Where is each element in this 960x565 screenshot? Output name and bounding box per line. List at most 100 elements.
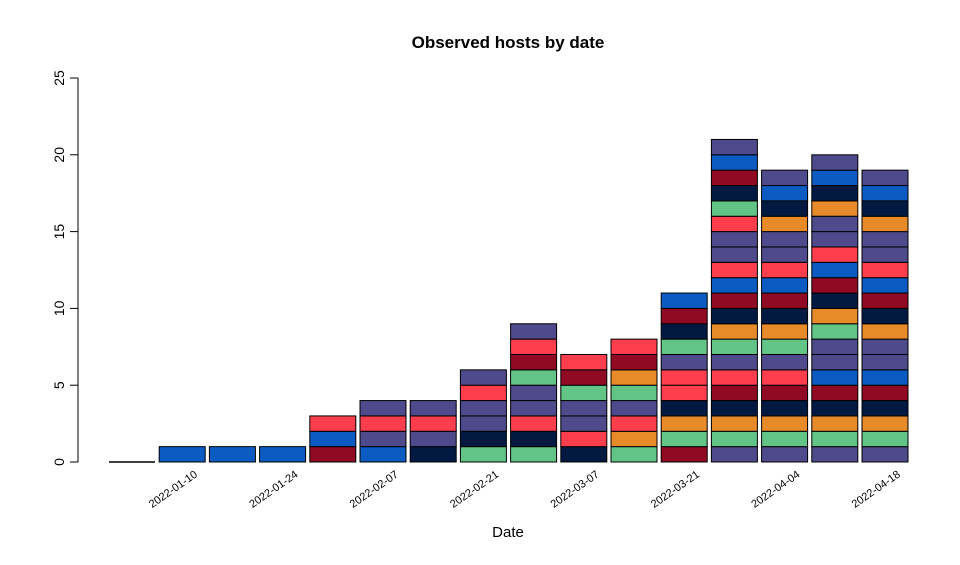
bar [560, 353, 608, 463]
bar-segment [710, 277, 758, 294]
bar-segment [761, 353, 809, 371]
bar-segment [710, 200, 758, 217]
bar-segment [510, 338, 558, 355]
bar-segment [660, 430, 708, 448]
bar-segment [560, 353, 608, 371]
bar-segment [710, 323, 758, 340]
bar-segment [409, 430, 457, 448]
bar-segment [710, 353, 758, 371]
bar-segment [761, 246, 809, 263]
bar-segment [158, 446, 206, 463]
bar-segment [610, 353, 658, 371]
bar-segment [510, 323, 558, 340]
bar-segment [761, 185, 809, 202]
bar-segment [861, 215, 909, 233]
bar-segment [710, 446, 758, 463]
bar-segment [510, 400, 558, 417]
bar-segment [660, 307, 708, 325]
bar-segment [359, 415, 407, 432]
bar-segment [710, 400, 758, 417]
bar-segment [560, 369, 608, 386]
bar-segment [459, 400, 507, 417]
bar-segment [359, 430, 407, 448]
bar-segment [861, 185, 909, 202]
bar [761, 169, 809, 463]
bar-segment [660, 323, 708, 340]
x-tick-label: 2022-04-18 [850, 469, 903, 511]
bar-segment [861, 384, 909, 402]
chart-title: Observed hosts by date [412, 33, 605, 52]
bars [109, 138, 909, 463]
bar-segment [861, 169, 909, 187]
bar-segment [811, 400, 859, 417]
bar-segment [710, 415, 758, 432]
bar-segment [811, 323, 859, 340]
bar-segment [761, 400, 809, 417]
bar-segment [710, 292, 758, 309]
bar-segment [811, 215, 859, 233]
bar-segment [861, 369, 909, 386]
bar-segment [309, 430, 357, 448]
bar-segment [660, 292, 708, 309]
bar-segment [660, 338, 708, 355]
y-tick-label: 25 [51, 70, 67, 86]
bar [409, 400, 457, 463]
bar-segment [510, 430, 558, 448]
bar-segment [710, 231, 758, 248]
bar [208, 446, 256, 463]
bar-segment [208, 446, 256, 463]
bar-segment [761, 200, 809, 217]
bar-segment [761, 415, 809, 432]
bar-segment [459, 430, 507, 448]
x-axis-ticks: 2022-01-10 2022-01-24 2022-02-07 2022-02-21… [147, 469, 903, 511]
x-tick-label: 2022-01-10 [147, 469, 200, 511]
bar-segment [811, 200, 859, 217]
bar-segment [811, 246, 859, 263]
bar [861, 169, 909, 463]
bar [359, 400, 407, 463]
bar-segment [309, 446, 357, 463]
bar-segment [861, 446, 909, 463]
bar-segment [610, 430, 658, 448]
bar-segment [660, 384, 708, 402]
bar-segment [459, 446, 507, 463]
bar-segment [560, 430, 608, 448]
bar-segment [811, 430, 859, 448]
bar [610, 338, 658, 463]
y-tick-label: 20 [51, 147, 67, 163]
bar-segment [811, 169, 859, 187]
bar-segment [861, 338, 909, 355]
bar [811, 154, 859, 463]
x-tick-label: 2022-04-04 [749, 469, 802, 511]
bar-segment [610, 338, 658, 355]
bar-segment [861, 323, 909, 340]
bar-segment [710, 261, 758, 279]
bar-segment [811, 338, 859, 355]
bar-segment [409, 415, 457, 432]
bar-segment [861, 353, 909, 371]
bar-segment [710, 185, 758, 202]
bar-segment [761, 231, 809, 248]
bar-segment [761, 261, 809, 279]
bar-segment [409, 446, 457, 463]
bar-segment [459, 415, 507, 432]
bar [158, 446, 206, 463]
bar-segment [761, 338, 809, 355]
bar [710, 138, 758, 463]
bar-segment [761, 277, 809, 294]
y-tick-label: 5 [51, 381, 67, 389]
bar-segment [610, 400, 658, 417]
bar-segment [259, 446, 307, 463]
bar-segment [459, 384, 507, 402]
bar-segment [359, 400, 407, 417]
bar-segment [359, 446, 407, 463]
bar-segment [610, 384, 658, 402]
bar-segment [861, 231, 909, 248]
bar-segment [761, 384, 809, 402]
bar-segment [560, 400, 608, 417]
bar-segment [811, 369, 859, 386]
bar-segment [510, 446, 558, 463]
bar-segment [510, 369, 558, 386]
bar-segment [560, 384, 608, 402]
